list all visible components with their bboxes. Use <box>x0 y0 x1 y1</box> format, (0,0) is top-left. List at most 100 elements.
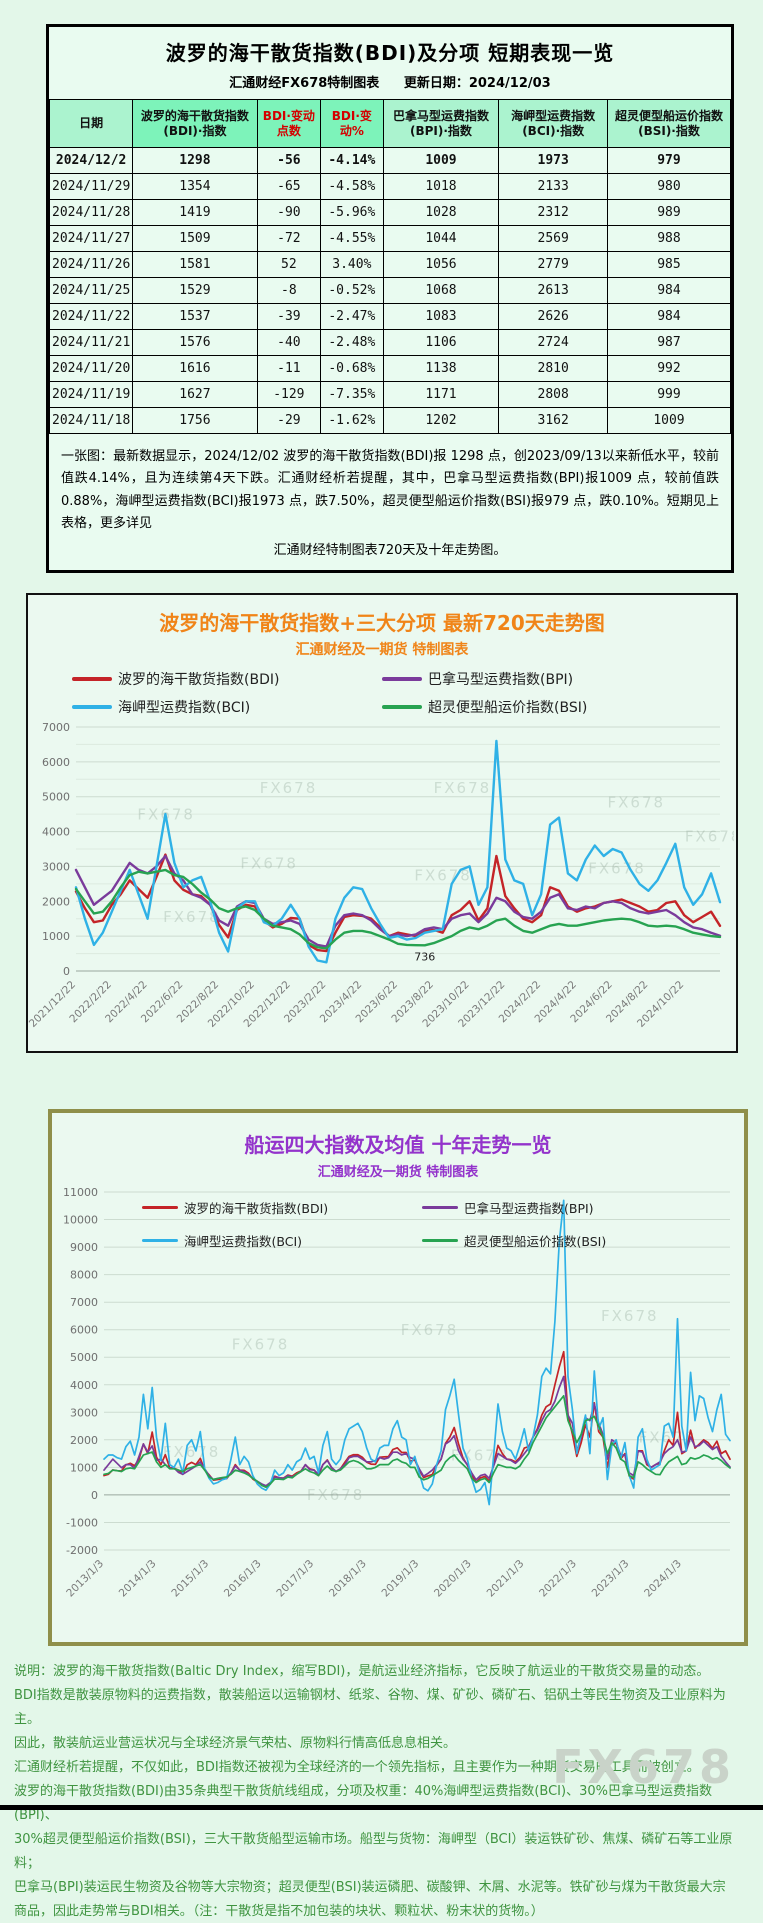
svg-text:5000: 5000 <box>70 1352 98 1365</box>
legend-item: 巴拿马型运费指数(BPI) <box>382 669 692 689</box>
table-cell: 1576 <box>133 330 257 356</box>
footer-line: 巴拿马(BPI)装运民生物资及谷物等大宗物资；超灵便型(BSI)装运磷肥、碳酸钾… <box>14 1876 749 1900</box>
table-source: 汇通财经FX678特制图表 <box>229 76 379 91</box>
table-cell: -11 <box>257 356 321 382</box>
legend-item: 波罗的海干散货指数(BDI) <box>142 1198 422 1217</box>
svg-text:2016/1/3: 2016/1/3 <box>222 1558 264 1600</box>
svg-text:0: 0 <box>63 965 70 978</box>
legend-label: 波罗的海干散货指数(BDI) <box>118 669 279 689</box>
table-cell: 988 <box>607 226 730 252</box>
table-cell: 992 <box>607 356 730 382</box>
bottom-border-bar <box>0 1805 763 1810</box>
table-cell: -4.55% <box>321 226 383 252</box>
svg-text:0: 0 <box>91 1489 98 1502</box>
table-cell: -129 <box>257 382 321 408</box>
table-cell: -90 <box>257 200 321 226</box>
col-header: 波罗的海干散货指数(BDI)·指数 <box>133 100 257 148</box>
table-cell: -29 <box>257 408 321 434</box>
legend-line-icon <box>422 1206 458 1209</box>
table-cell: 3162 <box>499 408 608 434</box>
col-header: BDI·变动点数 <box>257 100 321 148</box>
table-note-last-line: 汇通财经特制图表720天及十年走势图。 <box>49 539 731 564</box>
svg-text:FX678: FX678 <box>601 1307 659 1325</box>
svg-text:FX678: FX678 <box>232 1336 290 1354</box>
table-cell: -2.48% <box>321 330 383 356</box>
table-cell: -4.58% <box>321 174 383 200</box>
svg-text:7000: 7000 <box>70 1297 98 1310</box>
col-header: 巴拿马型运费指数(BPI)·指数 <box>383 100 499 148</box>
table-cell: 2024/11/25 <box>50 278 133 304</box>
table-cell: -0.68% <box>321 356 383 382</box>
chart2-legend: 波罗的海干散货指数(BDI)巴拿马型运费指数(BPI)海岬型运费指数(BCI)超… <box>142 1198 712 1250</box>
page: { "page": { "watermark": "FX678", "bg": … <box>0 24 763 1810</box>
svg-text:5000: 5000 <box>42 791 70 804</box>
footer-line: BDI指数是散装原物料的运费指数，散装船运以运输钢材、纸浆、谷物、煤、矿砂、磷矿… <box>14 1684 749 1732</box>
svg-text:2019/1/3: 2019/1/3 <box>379 1558 421 1600</box>
chart-10year-panel: 船运四大指数及均值 十年走势一览 汇通财经及一期货 特制图表 -2000-100… <box>48 1109 748 1646</box>
table-cell: -56 <box>257 148 321 174</box>
bdi-table-panel: 波罗的海干散货指数(BDI)及分项 短期表现一览 汇通财经FX678特制图表 更… <box>46 24 734 573</box>
legend-item: 超灵便型船运价指数(BSI) <box>382 697 692 717</box>
table-cell: -65 <box>257 174 321 200</box>
svg-text:9000: 9000 <box>70 1242 98 1255</box>
chart2-svg: -2000-1000010002000300040005000600070008… <box>52 1186 740 1634</box>
table-cell: 1171 <box>383 382 499 408</box>
svg-text:1000: 1000 <box>70 1462 98 1475</box>
legend-item: 海岬型运费指数(BCI) <box>72 697 382 717</box>
svg-text:2014/1/3: 2014/1/3 <box>117 1558 159 1600</box>
svg-text:3000: 3000 <box>42 861 70 874</box>
table-cell: 1537 <box>133 304 257 330</box>
legend-label: 超灵便型船运价指数(BSI) <box>428 697 587 717</box>
table-cell: -40 <box>257 330 321 356</box>
svg-text:10000: 10000 <box>63 1214 98 1227</box>
col-header: 海岬型运费指数(BCI)·指数 <box>499 100 608 148</box>
svg-text:6000: 6000 <box>70 1324 98 1337</box>
table-cell: 1529 <box>133 278 257 304</box>
legend-label: 超灵便型船运价指数(BSI) <box>464 1231 606 1250</box>
table-cell: 2724 <box>499 330 608 356</box>
table-cell: -5.96% <box>321 200 383 226</box>
chart2-title: 船运四大指数及均值 十年走势一览 <box>52 1121 744 1158</box>
table-cell: 1083 <box>383 304 499 330</box>
footer-line: 说明：波罗的海干散货指数(Baltic Dry Index，缩写BDI)，是航运… <box>14 1660 749 1684</box>
chart1-title: 波罗的海干散货指数+三大分项 最新720天走势图 <box>28 601 736 636</box>
table-cell: 984 <box>607 304 730 330</box>
table-cell: 1009 <box>383 148 499 174</box>
legend-label: 海岬型运费指数(BCI) <box>184 1231 302 1250</box>
legend-label: 海岬型运费指数(BCI) <box>118 697 250 717</box>
table-cell: -8 <box>257 278 321 304</box>
table-cell: 2024/11/20 <box>50 356 133 382</box>
legend-line-icon <box>72 677 112 681</box>
table-cell: 2312 <box>499 200 608 226</box>
legend-line-icon <box>382 677 422 681</box>
table-cell: 989 <box>607 200 730 226</box>
svg-text:FX678: FX678 <box>608 794 666 812</box>
svg-text:2000: 2000 <box>70 1434 98 1447</box>
svg-text:4000: 4000 <box>70 1379 98 1392</box>
svg-text:6000: 6000 <box>42 756 70 769</box>
svg-text:2021/1/3: 2021/1/3 <box>485 1558 527 1600</box>
legend-line-icon <box>72 705 112 709</box>
svg-text:-1000: -1000 <box>66 1517 98 1530</box>
table-cell: 1009 <box>607 408 730 434</box>
svg-text:3000: 3000 <box>70 1407 98 1420</box>
legend-line-icon <box>422 1239 458 1242</box>
table-title: 波罗的海干散货指数(BDI)及分项 短期表现一览 <box>49 27 731 68</box>
table-cell: -39 <box>257 304 321 330</box>
svg-text:2021/12/22: 2021/12/22 <box>28 979 78 1030</box>
svg-text:4000: 4000 <box>42 826 70 839</box>
table-cell: 999 <box>607 382 730 408</box>
table-cell: 2024/11/18 <box>50 408 133 434</box>
svg-text:8000: 8000 <box>70 1269 98 1282</box>
svg-text:2015/1/3: 2015/1/3 <box>169 1558 211 1600</box>
svg-text:FX678: FX678 <box>163 1443 221 1461</box>
